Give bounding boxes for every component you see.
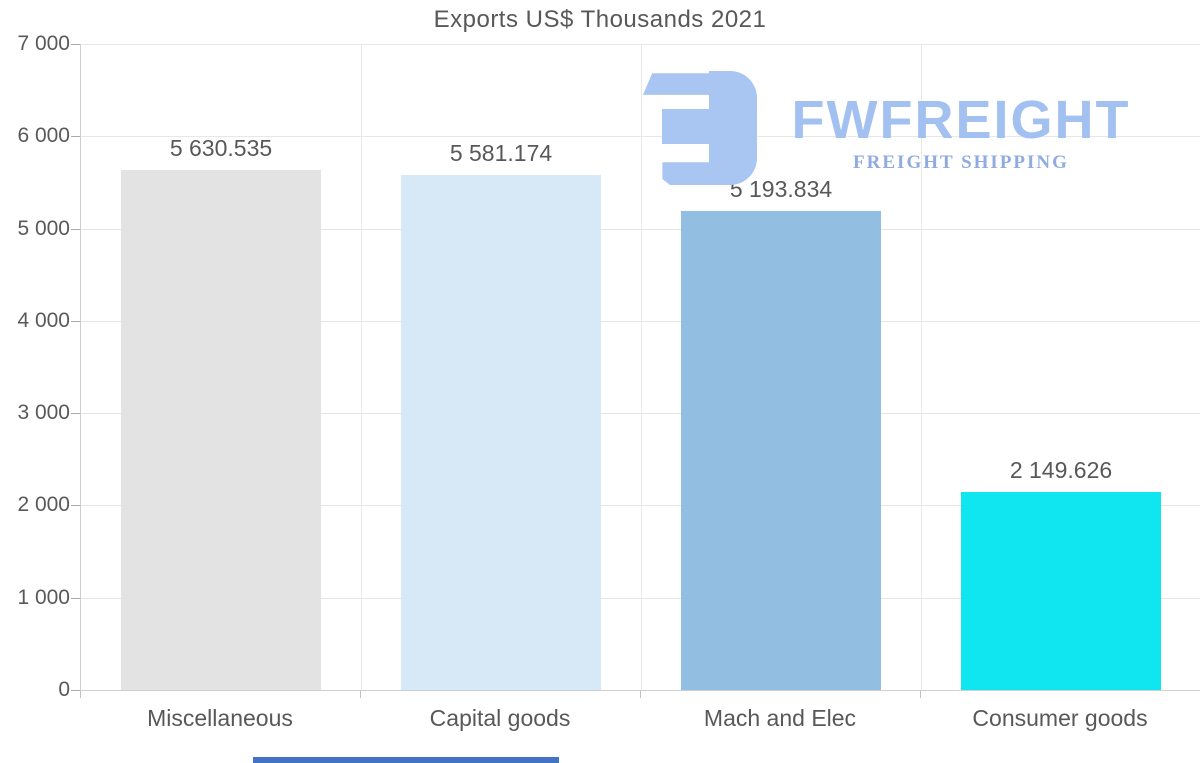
bar-value-label: 2 149.626 (1009, 457, 1113, 483)
logo-bottom-arm-shape (662, 162, 714, 185)
fwfreight-logo-icon (643, 71, 757, 185)
gridline (81, 229, 1200, 230)
logo-spine-shape (709, 71, 757, 185)
x-axis-tick-mark (640, 691, 641, 698)
band-separator-line (921, 44, 922, 690)
y-axis-tick-mark (71, 505, 80, 506)
y-axis-tick-mark (71, 690, 80, 691)
gridline (81, 413, 1200, 414)
band-separator-line (361, 44, 362, 690)
bar-value-label: 5 630.535 (169, 135, 273, 161)
x-axis-tick-mark (360, 691, 361, 698)
gridline (81, 505, 1200, 506)
y-axis-tick-label: 2 000 (17, 493, 70, 516)
x-axis-tick-mark (80, 691, 81, 698)
y-axis-tick-mark (71, 44, 80, 45)
brand-name: FWFREIGHT (791, 90, 1131, 150)
y-axis-tick-mark (71, 229, 80, 230)
chart-title: Exports US$ Thousands 2021 (433, 6, 767, 33)
y-axis-tick-label: 7 000 (17, 32, 70, 55)
logo-top-arm-shape (643, 73, 714, 95)
logo-middle-arm-shape (662, 108, 714, 144)
bar (961, 492, 1161, 690)
category-label: Consumer goods (972, 705, 1148, 731)
category-label: Capital goods (429, 705, 571, 731)
bar-value-label: 5 581.174 (449, 140, 553, 166)
bottom-strip (253, 757, 559, 763)
brand-tagline: FREIGHT SHIPPING (853, 152, 1069, 173)
y-axis-tick-label: 5 000 (17, 217, 70, 240)
y-axis-tick-mark (71, 321, 80, 322)
y-axis-tick-label: 6 000 (17, 124, 70, 147)
y-axis-tick-mark (71, 598, 80, 599)
y-axis-tick-label: 3 000 (17, 401, 70, 424)
gridline (81, 598, 1200, 599)
bar (681, 211, 881, 690)
category-label: Mach and Elec (703, 705, 857, 731)
bar-value-label: 5 193.834 (729, 176, 833, 202)
bar (401, 175, 601, 690)
x-axis-tick-mark (920, 691, 921, 698)
plot-area: 5 630.535 5 581.174 5 193.834 2 149.626 (80, 44, 1200, 691)
category-label: Miscellaneous (147, 705, 293, 731)
y-axis-tick-mark (71, 136, 80, 137)
gridline (81, 136, 1200, 137)
bar (121, 170, 321, 690)
y-axis-tick-mark (71, 413, 80, 414)
y-axis-tick-label: 0 (58, 678, 70, 701)
band-separator-line (641, 44, 642, 690)
gridline (81, 44, 1200, 45)
gridline (81, 321, 1200, 322)
y-axis-tick-label: 1 000 (17, 586, 70, 609)
brand-watermark: FWFREIGHT FREIGHT SHIPPING (643, 70, 1153, 185)
y-axis-tick-label: 4 000 (17, 309, 70, 332)
